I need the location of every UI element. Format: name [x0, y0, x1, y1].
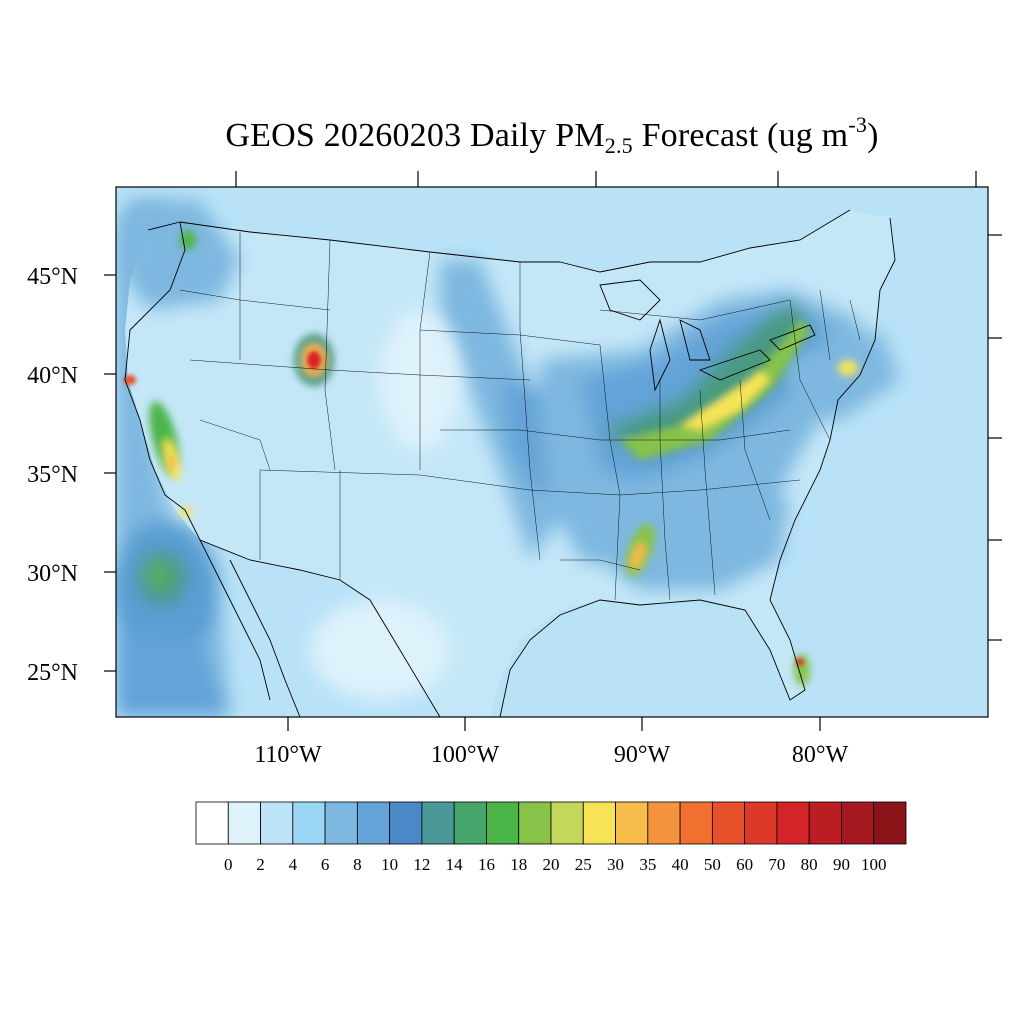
colorbar-swatch	[711, 801, 746, 845]
colorbar-label: 18	[510, 855, 527, 874]
map-field	[116, 187, 988, 717]
lat-label: 30°N	[27, 561, 78, 587]
lat-label: 25°N	[27, 660, 78, 686]
colorbar-label: 40	[672, 855, 689, 874]
colorbar-label: 10	[381, 855, 398, 874]
colorbar-label: 4	[289, 855, 298, 874]
colorbar-swatch	[389, 801, 423, 845]
colorbar-label: 80	[801, 855, 818, 874]
lat-label: 45°N	[27, 264, 78, 290]
lat-labels: 45°N 40°N 35°N 30°N 25°N	[27, 264, 78, 686]
colorbar-label: 12	[413, 855, 430, 874]
colorbar-swatch	[195, 801, 229, 845]
colorbar: 0 2 4 6 8 10 12 14 16 18 20 25 30 35 40 50 60 70 80 90 100	[195, 801, 907, 874]
baja-coastline	[229, 559, 301, 717]
colorbar-label: 6	[321, 855, 330, 874]
colorbar-swatch	[260, 801, 294, 845]
lon-labels: 110°W 100°W 90°W 80°W	[254, 742, 848, 768]
pacific-coastline	[124, 221, 271, 701]
lon-label: 80°W	[792, 742, 849, 768]
colorbar-swatch	[873, 801, 907, 845]
figure-title: GEOS 20260203 Daily PM2.5 Forecast (ug m…	[225, 112, 879, 158]
great-lakes	[599, 279, 816, 392]
hotspot-peaks	[124, 351, 804, 666]
colorbar-label: 0	[224, 855, 233, 874]
northern-border	[179, 221, 560, 263]
colorbar-swatch	[356, 801, 391, 845]
colorbar-swatch	[292, 801, 326, 845]
colorbar-swatch	[324, 801, 358, 845]
colorbar-swatch	[808, 801, 842, 845]
colorbar-label: 60	[736, 855, 753, 874]
colorbar-label: 70	[768, 855, 785, 874]
colorbar-swatch	[776, 801, 810, 845]
colorbar-label: 90	[833, 855, 850, 874]
lon-label: 100°W	[431, 742, 500, 768]
colorbar-label: 14	[446, 855, 464, 874]
colorbar-swatch	[582, 801, 616, 845]
colorbar-label: 8	[353, 855, 362, 874]
colorbar-swatch	[841, 801, 875, 845]
colorbar-swatch	[518, 801, 552, 845]
interior-west-light	[220, 310, 460, 700]
colorbar-swatch	[679, 801, 713, 845]
colorbar-label: 20	[543, 855, 560, 874]
canada-border	[559, 209, 851, 273]
colorbar-swatch	[615, 801, 649, 845]
colorbar-label: 25	[575, 855, 592, 874]
colorbar-swatch	[227, 801, 261, 845]
frame-ticks	[104, 171, 1002, 731]
colorbar-swatch	[647, 801, 681, 845]
colorbar-swatch	[421, 801, 455, 845]
lat-label: 40°N	[27, 363, 78, 389]
lon-label: 110°W	[254, 742, 322, 768]
colorbar-label: 2	[256, 855, 265, 874]
colorbar-label: 100	[861, 855, 887, 874]
colorbar-swatch	[744, 801, 778, 845]
colorbar-label: 16	[478, 855, 495, 874]
atlantic-gulf-coastline	[499, 217, 896, 717]
map-frame	[115, 186, 989, 718]
colorbar-label: 30	[607, 855, 624, 874]
colorbar-label: 50	[704, 855, 721, 874]
colorbar-swatch	[486, 801, 520, 845]
state-borders	[179, 232, 861, 601]
lat-label: 35°N	[27, 462, 78, 488]
colorbar-label: 35	[639, 855, 656, 874]
colorbar-swatch	[550, 801, 584, 845]
colorbar-swatch	[453, 801, 487, 845]
coastline-layer	[124, 209, 896, 717]
lon-label: 90°W	[614, 742, 671, 768]
